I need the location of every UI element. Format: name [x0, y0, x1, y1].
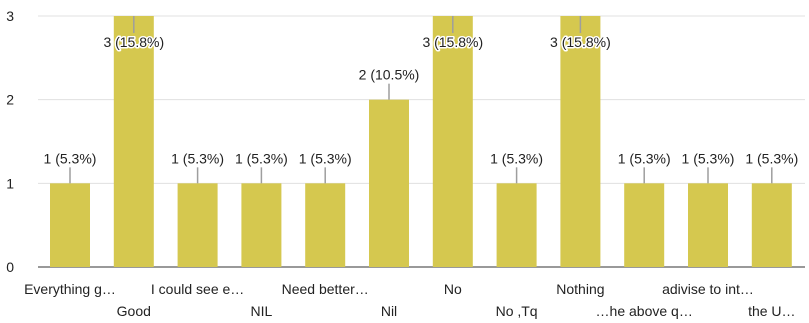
bar[interactable] — [688, 183, 728, 267]
data-label: 1 (5.3%) — [235, 150, 288, 166]
data-label-halo: 3 (15.8%) — [422, 34, 483, 50]
data-label: 1 (5.3%) — [44, 150, 97, 166]
bar[interactable] — [496, 183, 537, 267]
x-tick-label: …he above q… — [596, 303, 693, 319]
gridlines — [38, 15, 805, 268]
data-label: 3 (15.8%) — [103, 34, 164, 50]
bar[interactable] — [50, 183, 90, 267]
data-label-halo: 1 (5.3%) — [44, 150, 97, 166]
data-label-halo: 3 (15.8%) — [550, 34, 611, 50]
bar[interactable] — [369, 99, 409, 268]
data-label-halo: 1 (5.3%) — [171, 150, 224, 166]
x-tick-label: Good — [117, 303, 151, 319]
x-tick-label: Need better… — [282, 281, 369, 297]
x-tick-label: NIL — [251, 303, 273, 319]
data-label: 1 (5.3%) — [618, 150, 671, 166]
data-label: 2 (10.5%) — [359, 67, 420, 83]
data-label: 1 (5.3%) — [682, 150, 735, 166]
y-tick-label: 1 — [6, 175, 14, 191]
x-tick-label: Everything g… — [24, 281, 116, 297]
data-label: 3 (15.8%) — [550, 34, 611, 50]
data-label-halo: 1 (5.3%) — [235, 150, 288, 166]
y-axis-ticks: 0 1 2 3 — [6, 8, 14, 275]
bar[interactable] — [624, 183, 665, 267]
y-tick-label: 0 — [6, 259, 14, 275]
label-leaders — [69, 16, 773, 184]
data-label-halo: 3 (15.8%) — [103, 34, 164, 50]
bar[interactable] — [432, 16, 473, 267]
data-label: 1 (5.3%) — [171, 150, 224, 166]
x-tick-label: No — [444, 281, 462, 297]
bar[interactable] — [560, 16, 601, 267]
data-label-halo: 1 (5.3%) — [745, 150, 798, 166]
y-tick-label: 2 — [6, 92, 14, 108]
bar[interactable] — [113, 16, 154, 267]
data-label-halo: 1 (5.3%) — [490, 150, 543, 166]
x-tick-label: Nothing — [556, 281, 604, 297]
data-labels: 1 (5.3%) 1 (5.3%) 3 (15.8%) 3 (15.8%) 1 (5.3… — [42, 33, 800, 168]
data-label: 1 (5.3%) — [490, 150, 543, 166]
bar[interactable] — [305, 183, 346, 267]
data-label-halo: 1 (5.3%) — [299, 150, 352, 166]
data-label: 1 (5.3%) — [299, 150, 352, 166]
x-tick-label: I could see e… — [151, 281, 244, 297]
x-tick-label: the U… — [748, 303, 795, 319]
x-tick-label: Nil — [381, 303, 397, 319]
bars — [50, 16, 792, 268]
bar[interactable] — [241, 183, 282, 267]
x-tick-label: No ,Tq — [496, 303, 538, 319]
bar[interactable] — [751, 183, 792, 267]
data-label: 1 (5.3%) — [745, 150, 798, 166]
data-label-halo: 1 (5.3%) — [618, 150, 671, 166]
data-label: 3 (15.8%) — [422, 34, 483, 50]
data-label-halo: 2 (10.5%) — [359, 67, 420, 83]
y-tick-label: 3 — [6, 8, 14, 24]
bar[interactable] — [177, 183, 218, 267]
data-label-halo: 1 (5.3%) — [682, 150, 735, 166]
x-tick-label: adivise to int… — [662, 281, 754, 297]
